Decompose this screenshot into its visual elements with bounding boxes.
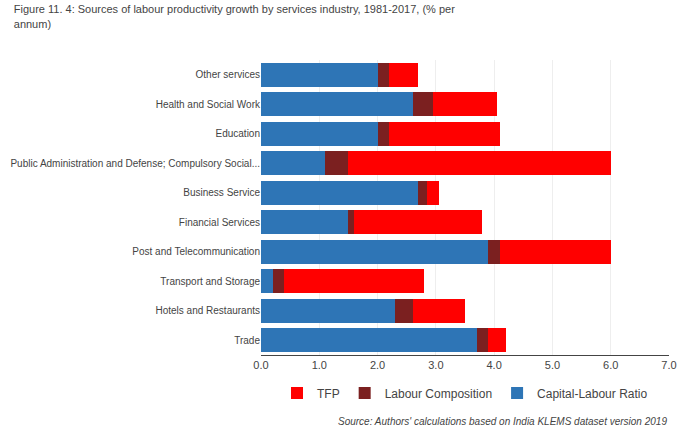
svg-text:5.0: 5.0: [545, 359, 560, 371]
svg-text:Public Administration and Defe: Public Administration and Defense; Compu…: [10, 158, 260, 169]
svg-text:Other services: Other services: [196, 69, 260, 80]
svg-text:Hotels and Restaurants: Hotels and Restaurants: [155, 305, 260, 316]
svg-text:Transport and Storage: Transport and Storage: [160, 276, 260, 287]
svg-text:2.0: 2.0: [370, 359, 385, 371]
svg-text:0.0: 0.0: [253, 359, 268, 371]
svg-text:Business Service: Business Service: [183, 187, 260, 198]
svg-text:Trade: Trade: [234, 335, 260, 346]
svg-text:3.0: 3.0: [428, 359, 443, 371]
svg-text:TFP: TFP: [317, 387, 340, 401]
svg-text:Labour Composition: Labour Composition: [385, 387, 492, 401]
svg-text:Post and Telecommunication: Post and Telecommunication: [132, 246, 260, 257]
svg-text:Financial Services: Financial Services: [179, 217, 260, 228]
svg-text:Health and Social Work: Health and Social Work: [156, 99, 261, 110]
svg-text:6.0: 6.0: [603, 359, 618, 371]
svg-text:4.0: 4.0: [486, 359, 501, 371]
svg-text:Source: Authors' calculations: Source: Authors' calculations based on I…: [338, 416, 667, 427]
svg-text:1.0: 1.0: [312, 359, 327, 371]
svg-text:Education: Education: [216, 128, 260, 139]
svg-text:Capital-Labour Ratio: Capital-Labour Ratio: [537, 387, 647, 401]
svg-text:Figure 11. 4: Sources of labou: Figure 11. 4: Sources of labour producti…: [14, 3, 455, 29]
svg-text:7.0: 7.0: [661, 359, 676, 371]
